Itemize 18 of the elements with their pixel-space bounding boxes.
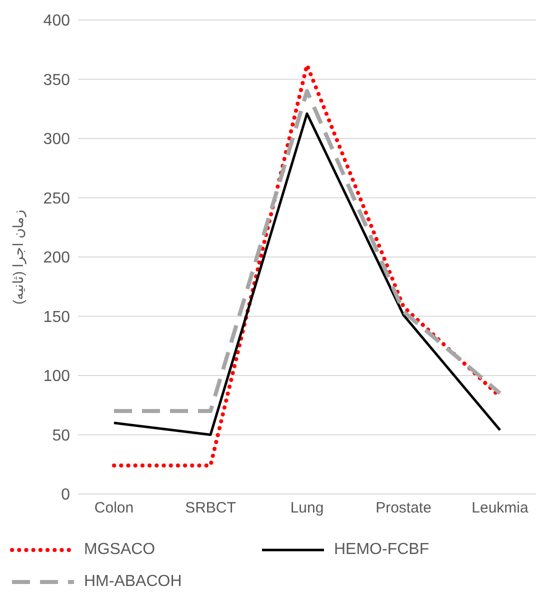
y-tick-label: 200 [43,250,70,267]
y-tick-label: 0 [61,486,70,504]
legend-label: MGSACO [84,541,156,559]
legend-label: HM-ABACOH [84,573,182,591]
x-tick-label: Colon [94,500,134,517]
y-axis-title: زمان اجرا (ثانیه) [10,209,27,305]
y-tick-label: 150 [43,308,70,326]
x-tick-label: Lung [290,500,324,517]
y-tick-label: 100 [43,368,70,386]
y-tick-label: 250 [43,190,70,208]
y-tick-label: 350 [43,72,70,89]
x-tick-label: SRBCT [185,500,236,517]
x-tick-label: Prostate [376,500,432,517]
y-tick-label: 50 [52,427,70,444]
y-tick-label: 300 [43,131,70,148]
legend-label: HEMO-FCBF [334,541,430,559]
x-tick-label: Leukmia [472,500,530,517]
y-tick-label: 400 [43,12,70,30]
